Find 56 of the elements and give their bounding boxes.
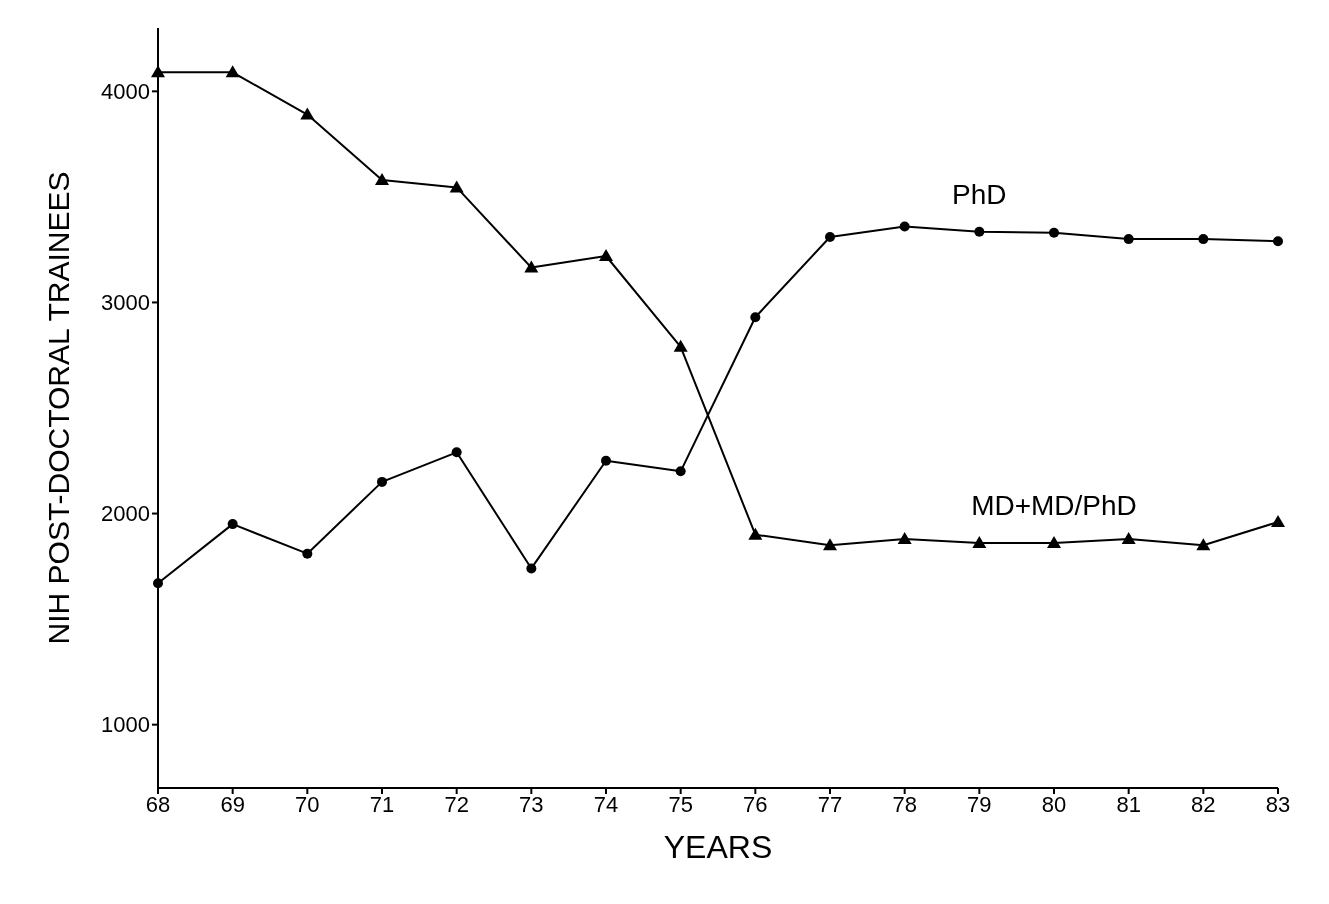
point <box>227 519 238 530</box>
point <box>449 180 464 193</box>
x-tick-label: 82 <box>1191 791 1216 817</box>
point <box>1198 234 1209 245</box>
point <box>823 538 837 551</box>
point <box>897 531 912 544</box>
point <box>1271 515 1285 527</box>
y-tick-label: 4000 <box>101 79 150 105</box>
x-tick-label: 73 <box>519 791 544 817</box>
x-tick-label: 77 <box>817 791 843 817</box>
x-tick-label: 75 <box>668 791 693 817</box>
point <box>599 249 613 261</box>
point <box>750 312 761 323</box>
x-tick-label: 69 <box>220 791 245 817</box>
x-tick-label: 68 <box>145 791 171 817</box>
x-tick-label: 74 <box>593 791 619 817</box>
point <box>526 563 537 574</box>
point <box>601 455 611 466</box>
series-label: MD+MD/PhD <box>971 490 1137 522</box>
point <box>1049 227 1059 238</box>
point <box>375 173 389 185</box>
y-tick-label: 3000 <box>101 290 150 316</box>
x-tick-label: 81 <box>1116 791 1141 817</box>
x-tick-label: 79 <box>967 791 992 817</box>
point <box>300 107 315 120</box>
point <box>1123 234 1134 245</box>
point <box>972 536 987 549</box>
point <box>1196 538 1211 551</box>
x-tick-label: 83 <box>1265 791 1291 817</box>
x-tick-label: 80 <box>1041 791 1067 817</box>
x-tick-label: 71 <box>369 791 395 817</box>
y-axis-title: NIH POST-DOCTORAL TRAINEES <box>41 171 75 645</box>
y-tick-label: 1000 <box>101 712 150 738</box>
point <box>377 476 387 487</box>
series-label: PhD <box>952 178 1007 210</box>
point <box>1047 536 1061 549</box>
point <box>825 232 835 242</box>
point <box>675 466 686 477</box>
point <box>151 65 165 78</box>
x-tick-label: 70 <box>295 791 320 817</box>
point <box>899 221 910 232</box>
x-tick-label: 78 <box>892 791 917 817</box>
point <box>451 447 462 458</box>
point <box>974 226 985 237</box>
x-axis-title: YEARS <box>663 829 773 865</box>
x-tick-label: 72 <box>444 791 469 817</box>
point <box>153 578 163 589</box>
x-tick-label: 76 <box>743 791 768 817</box>
y-tick-label: 2000 <box>101 501 150 527</box>
point <box>748 527 763 540</box>
point <box>1121 531 1136 544</box>
point <box>524 260 539 273</box>
point <box>1273 236 1283 247</box>
point <box>302 548 313 559</box>
point <box>225 65 240 78</box>
point <box>673 339 688 352</box>
